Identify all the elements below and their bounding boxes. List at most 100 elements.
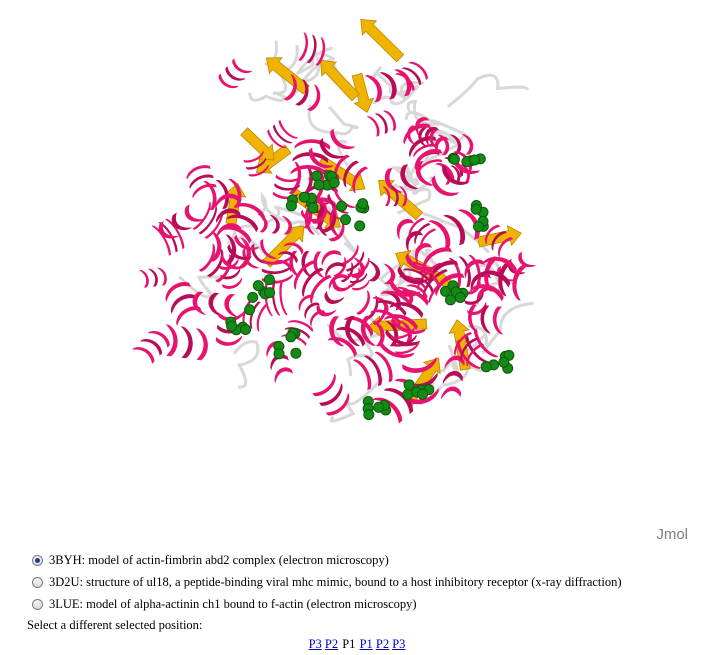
helix-turn — [429, 129, 439, 149]
helix-turn — [329, 316, 345, 347]
helix-turn — [383, 314, 418, 331]
radio-3d2u[interactable] — [32, 577, 43, 588]
radio-3lue[interactable] — [32, 599, 43, 610]
helix-turn — [383, 110, 396, 132]
alpha-helix — [192, 201, 223, 239]
pager-link-p3-right[interactable]: P3 — [392, 637, 406, 651]
helix-turn — [352, 359, 372, 390]
ligand-atom — [480, 361, 492, 373]
helix-turn — [274, 367, 293, 384]
jmol-molecule-viewer[interactable] — [0, 0, 714, 548]
helix-turn — [279, 279, 288, 316]
alpha-helix — [352, 351, 393, 390]
alpha-helix — [327, 316, 374, 358]
helix-turn — [225, 65, 246, 81]
alpha-helix — [321, 250, 349, 290]
helix-turn — [492, 306, 504, 335]
alpha-helix — [382, 186, 408, 207]
helix-turn — [316, 303, 337, 317]
helix-turn — [290, 165, 327, 176]
helix-turn — [363, 355, 382, 387]
helix-turn — [206, 248, 224, 278]
coil-segment — [404, 99, 441, 126]
helix-turn — [312, 193, 332, 205]
helix-turn — [397, 265, 429, 284]
helix-turn — [306, 34, 317, 64]
alpha-helix — [158, 204, 206, 239]
radio-3byh[interactable] — [32, 555, 43, 566]
helix-turn — [366, 116, 380, 137]
structure-option-3lue[interactable]: 3LUE: model of alpha-actinin ch1 bound t… — [32, 597, 417, 612]
pager-link-p3-left[interactable]: P3 — [308, 637, 322, 651]
helix-turn — [371, 321, 385, 347]
pager-link-p2-right[interactable]: P2 — [375, 637, 390, 651]
helix-turn — [261, 264, 293, 275]
helix-turn — [476, 285, 498, 306]
coil-segment — [430, 119, 467, 145]
helix-turn — [405, 231, 424, 252]
helix-turn — [482, 256, 517, 274]
helix-turn — [151, 225, 171, 256]
helix-turn — [310, 275, 332, 305]
ligand-atom — [440, 285, 451, 297]
helix-turn — [243, 150, 264, 163]
helix-turn — [215, 335, 242, 346]
alpha-helix — [468, 304, 504, 335]
structure-option-3byh-label: 3BYH: model of actin-fimbrin abd2 comple… — [49, 553, 389, 567]
helix-turn — [464, 259, 486, 279]
helix-turn — [356, 290, 370, 315]
helix-turn — [165, 282, 191, 302]
helix-turn — [292, 152, 329, 163]
alpha-helix — [272, 242, 304, 273]
helix-turn — [400, 164, 419, 190]
helix-turn — [198, 243, 216, 272]
helix-turn — [491, 230, 507, 251]
structure-option-3d2u[interactable]: 3D2U: structure of ul18, a peptide-bindi… — [32, 575, 622, 590]
coil-segment — [448, 334, 486, 377]
helix-turn — [195, 328, 208, 361]
helix-turn — [434, 136, 450, 156]
alpha-helix — [428, 209, 480, 251]
helix-turn — [215, 193, 240, 209]
helix-turn — [465, 333, 490, 364]
helix-turn — [343, 160, 360, 188]
alpha-helix — [298, 294, 326, 327]
helix-turn — [308, 147, 334, 168]
alpha-helix — [469, 256, 517, 302]
helix-turn — [272, 124, 293, 144]
helix-turn — [452, 153, 481, 174]
pager-link-p2-left[interactable]: P2 — [324, 637, 339, 651]
helix-turn — [374, 113, 388, 134]
helix-turn — [302, 267, 324, 297]
select-position-label: Select a different selected position: — [27, 618, 203, 632]
alpha-helix — [316, 278, 353, 317]
helix-turn — [415, 243, 433, 265]
alpha-helix — [308, 128, 356, 168]
helix-turn — [298, 32, 309, 61]
helix-turn — [245, 157, 267, 170]
helix-turn — [402, 268, 431, 283]
alpha-helix — [437, 134, 474, 156]
helix-turn — [209, 231, 222, 262]
pager-link-p1-right[interactable]: P1 — [359, 637, 373, 651]
helix-turn — [396, 219, 415, 240]
helix-turn — [407, 125, 416, 145]
alpha-helix — [352, 257, 396, 285]
helix-turn — [498, 260, 513, 297]
helix-turn — [216, 223, 242, 238]
alpha-helix — [484, 256, 527, 301]
helix-turn — [278, 119, 299, 139]
coil-segment — [382, 176, 434, 195]
ligand-atom — [290, 347, 302, 359]
helix-turn — [204, 210, 223, 239]
helix-turn — [367, 260, 381, 282]
helix-turn — [271, 280, 281, 316]
helix-turn — [203, 180, 217, 211]
structure-option-3byh[interactable]: 3BYH: model of actin-fimbrin abd2 comple… — [32, 553, 389, 568]
alpha-helix — [165, 282, 202, 327]
helix-turn — [289, 250, 301, 277]
alpha-helix — [151, 218, 185, 256]
ligand-atom — [285, 200, 297, 212]
protein-ribbon-rendering[interactable] — [0, 0, 714, 548]
helix-turn — [507, 258, 526, 275]
